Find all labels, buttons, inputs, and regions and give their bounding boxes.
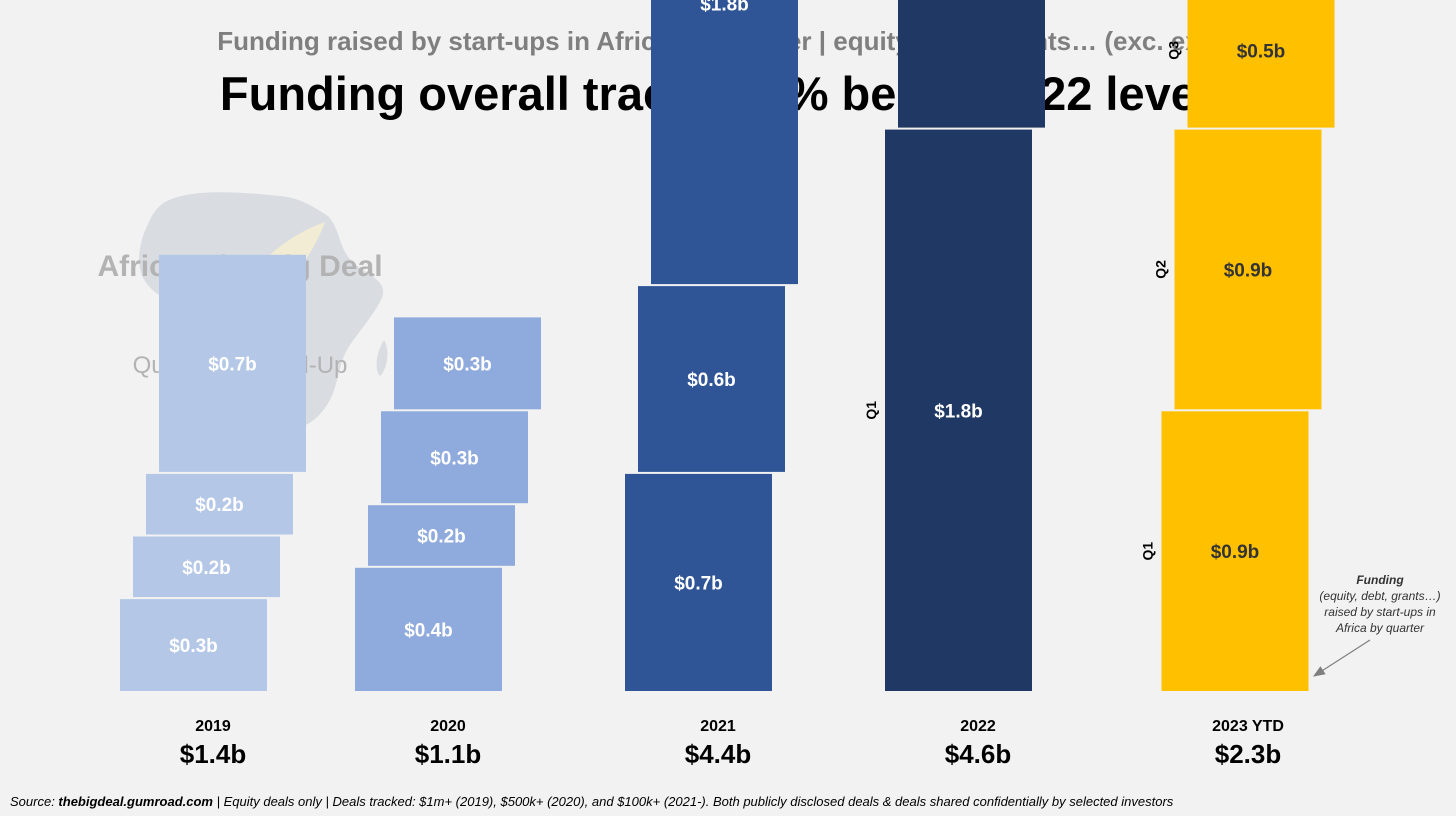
- bar-2022-q2: [898, 0, 1045, 128]
- bar-2023-ytd-q3: [1187, 0, 1335, 128]
- source-note: Source: thebigdeal.gumroad.com | Equity …: [10, 794, 1173, 809]
- bar-2020-q4: [394, 317, 541, 410]
- bar-2023-ytd-q1: [1161, 411, 1309, 691]
- bar-2020-q1: [355, 567, 502, 691]
- year-total-label: $2.3b: [1215, 739, 1282, 769]
- annotation-heading: Funding: [1356, 573, 1404, 587]
- year-total-label: $1.1b: [415, 739, 482, 769]
- bar-value-label: $0.3b: [443, 354, 492, 375]
- bar-value-label: $0.4b: [404, 620, 453, 641]
- bar-2019-q3: [146, 473, 293, 535]
- bar-value-label: $0.9b: [1224, 260, 1273, 281]
- quarter-label: Q3: [1166, 41, 1182, 60]
- bar-value-label: $1.8b: [700, 0, 749, 15]
- year-label: 2022: [960, 718, 996, 735]
- year-label: 2020: [430, 718, 466, 735]
- bar-value-label: $1.8b: [934, 401, 983, 422]
- bar-value-label: $0.2b: [195, 495, 244, 516]
- bar-2019-q1: [120, 599, 267, 691]
- bar-2020-q2: [368, 505, 515, 566]
- source-detail: | Equity deals only | Deals tracked: $1m…: [213, 794, 1174, 809]
- quarter-label: Q1: [863, 401, 879, 420]
- bar-2021-q2: [638, 286, 785, 472]
- year-total-label: $4.4b: [685, 739, 752, 769]
- funding-annotation: Funding (equity, debt, grants…) raised b…: [1310, 572, 1450, 636]
- bar-value-label: $0.7b: [674, 573, 723, 594]
- quarter-label: Q2: [1153, 260, 1169, 279]
- bar-value-label: $0.3b: [169, 636, 218, 657]
- bar-2021-q3: [651, 0, 798, 285]
- source-link[interactable]: thebigdeal.gumroad.com: [58, 794, 213, 809]
- bar-value-label: $0.9b: [1211, 542, 1260, 563]
- year-label: 2021: [700, 718, 736, 735]
- bar-value-label: $0.3b: [430, 448, 479, 469]
- annotation-body: (equity, debt, grants…) raised by start-…: [1319, 589, 1441, 635]
- year-label: 2019: [195, 718, 231, 735]
- bar-2019-q2: [133, 536, 280, 598]
- year-total-label: $4.6b: [945, 739, 1012, 769]
- bar-2019-q4: [159, 254, 306, 472]
- bar-value-label: $0.6b: [687, 370, 736, 391]
- bar-2021-q1: [625, 473, 772, 691]
- funding-chart: $0.3b $0.2b $0.2b $0.7b 2019 $1.4b $0.4b $0.2b $…: [120, 0, 1371, 769]
- bar-value-label: $0.2b: [182, 558, 231, 579]
- bar-value-label: $0.5b: [1237, 41, 1286, 62]
- source-prefix: Source:: [10, 794, 59, 809]
- quarter-label: Q1: [1140, 542, 1156, 561]
- year-label: 2023 YTD: [1212, 718, 1284, 735]
- annotation-arrow: [1312, 639, 1371, 677]
- bar-2022-q1: [885, 129, 1032, 692]
- bar-2020-q3: [381, 411, 528, 504]
- bar-2023-ytd-q2: [1174, 129, 1322, 410]
- bar-value-label: $0.2b: [417, 527, 466, 548]
- bar-value-label: $0.7b: [208, 354, 257, 375]
- year-total-label: $1.4b: [180, 739, 247, 769]
